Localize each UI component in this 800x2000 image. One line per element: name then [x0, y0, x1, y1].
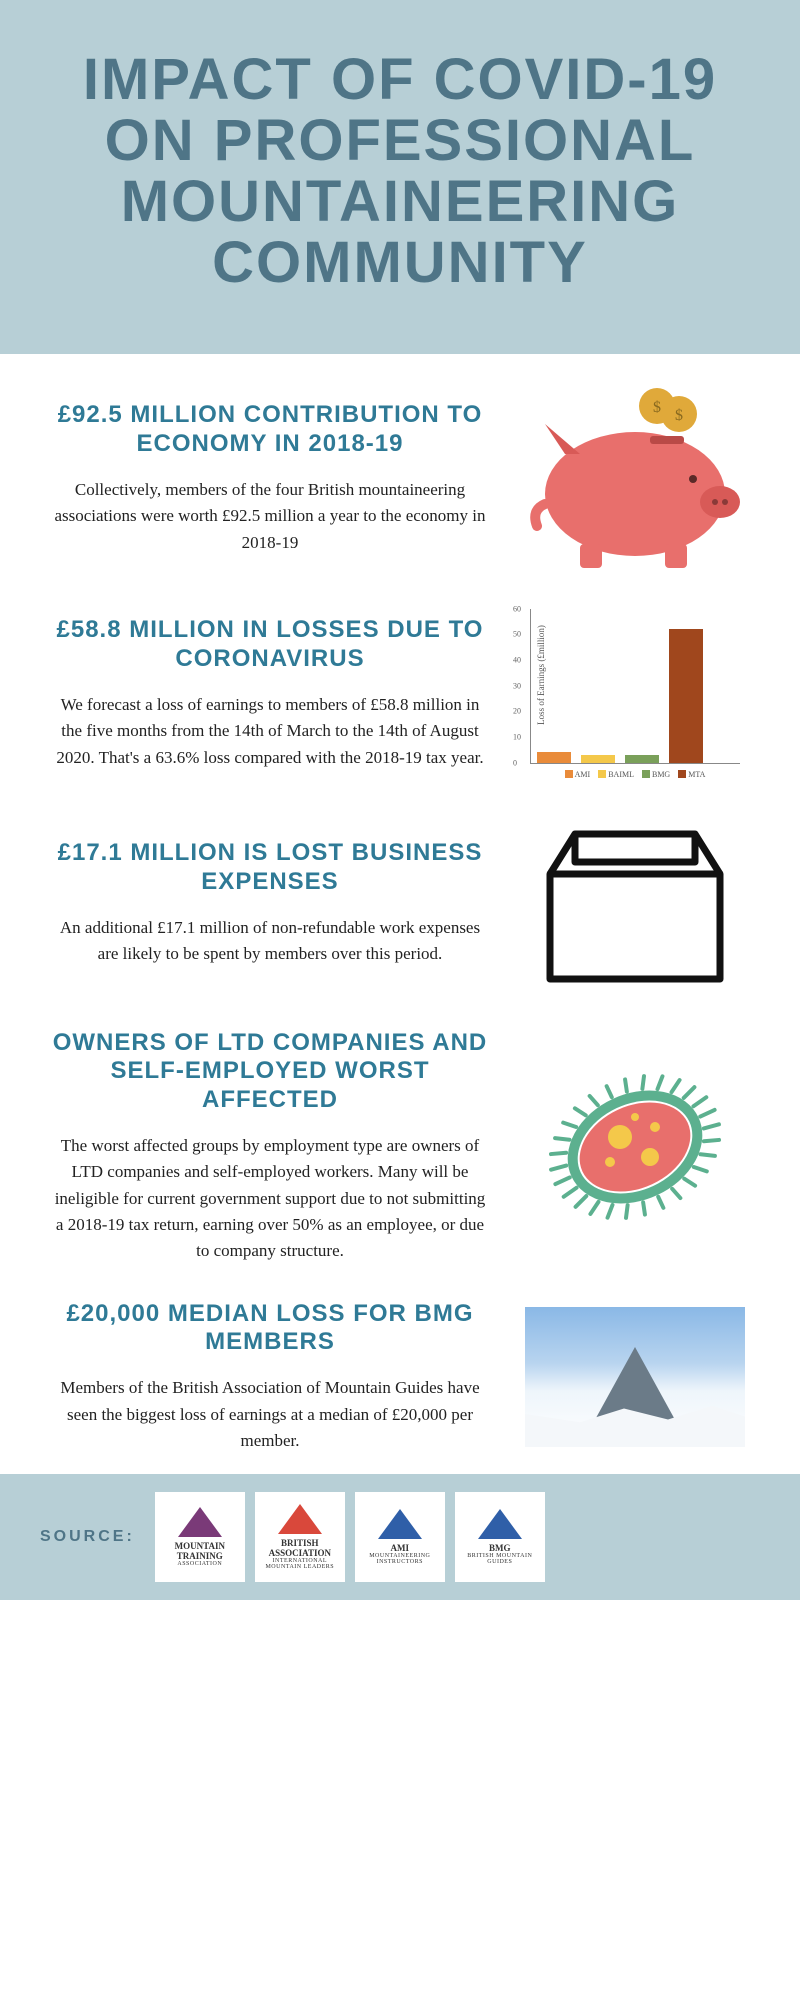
section-worst-affected: OWNERS OF LTD COMPANIES AND SELF-EMPLOYE…: [50, 1029, 750, 1265]
logo-row: MOUNTAIN TRAININGASSOCIATIONBRITISH ASSO…: [155, 1492, 545, 1582]
section-contribution: £92.5 MILLION CONTRIBUTION TO ECONOMY IN…: [50, 384, 750, 574]
section-losses: £58.8 MILLION IN LOSSES DUE TO CORONAVIR…: [50, 609, 750, 779]
chart-ylabel: Loss of Earnings (£million): [536, 625, 546, 725]
section-bmg-median: £20,000 MEDIAN LOSS FOR BMG MEMBERS Memb…: [50, 1300, 750, 1455]
content: £92.5 MILLION CONTRIBUTION TO ECONOMY IN…: [0, 354, 800, 1455]
footer-label: SOURCE:: [40, 1528, 135, 1546]
mountain-photo: [525, 1307, 745, 1447]
svg-text:$: $: [675, 407, 683, 424]
legend-item: BAIML: [598, 770, 634, 779]
chart-legend: AMI BAIML BMG MTA: [530, 770, 740, 779]
section-body: The worst affected groups by employment …: [50, 1133, 490, 1265]
header-block: IMPACT OF COVID-19 ON PROFESSIONAL MOUNT…: [0, 0, 800, 354]
section-heading: £92.5 MILLION CONTRIBUTION TO ECONOMY IN…: [50, 401, 490, 459]
section-expenses: £17.1 MILLION IS LOST BUSINESS EXPENSES …: [50, 814, 750, 994]
section-body: We forecast a loss of earnings to member…: [50, 692, 490, 771]
source-logo: BMGBRITISH MOUNTAIN GUIDES: [455, 1492, 545, 1582]
legend-item: BMG: [642, 770, 670, 779]
section-heading: OWNERS OF LTD COMPANIES AND SELF-EMPLOYE…: [50, 1029, 490, 1115]
page-title: IMPACT OF COVID-19 ON PROFESSIONAL MOUNT…: [40, 50, 760, 294]
legend-item: MTA: [678, 770, 705, 779]
chart-bar: [669, 629, 703, 762]
section-heading: £20,000 MEDIAN LOSS FOR BMG MEMBERS: [50, 1300, 490, 1358]
chart-bar: [625, 755, 659, 763]
source-logo: MOUNTAIN TRAININGASSOCIATION: [155, 1492, 245, 1582]
microbe-icon: [535, 1047, 735, 1247]
open-box-icon: [530, 814, 740, 994]
section-body: Members of the British Association of Mo…: [50, 1375, 490, 1454]
source-logo: BRITISH ASSOCIATIONINTERNATIONAL MOUNTAI…: [255, 1492, 345, 1582]
section-heading: £58.8 MILLION IN LOSSES DUE TO CORONAVIR…: [50, 616, 490, 674]
section-body: Collectively, members of the four Britis…: [50, 477, 490, 556]
svg-text:$: $: [653, 399, 661, 416]
footer: SOURCE: MOUNTAIN TRAININGASSOCIATIONBRIT…: [0, 1474, 800, 1600]
chart-bar: [537, 752, 571, 762]
section-heading: £17.1 MILLION IS LOST BUSINESS EXPENSES: [50, 839, 490, 897]
legend-item: AMI: [565, 770, 591, 779]
chart-bar: [581, 755, 615, 763]
piggy-bank-icon: $ $: [525, 384, 745, 574]
losses-bar-chart: Loss of Earnings (£million) 010203040506…: [530, 609, 740, 779]
section-body: An additional £17.1 million of non-refun…: [50, 915, 490, 968]
source-logo: AMIMOUNTAINEERING INSTRUCTORS: [355, 1492, 445, 1582]
